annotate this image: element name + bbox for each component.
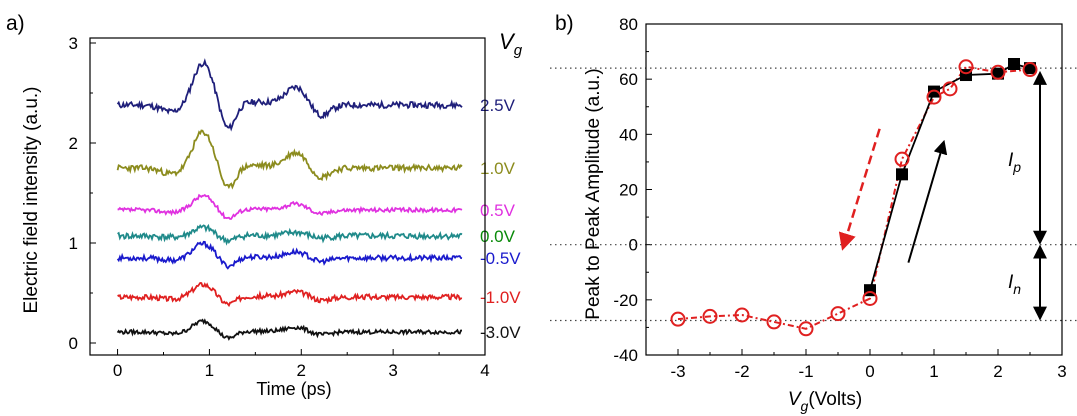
trace--3.0V	[116, 318, 462, 341]
voltage-label: 0.0V	[480, 227, 516, 246]
data-point-square	[1024, 62, 1036, 75]
data-point-square	[1008, 57, 1020, 70]
panel-b: b) Peak to Peak Amplitude (a.u.) Vg(Volt…	[550, 12, 1077, 414]
data-point-circle	[702, 308, 718, 324]
data-point-circle	[830, 306, 846, 322]
panel-b-series	[670, 57, 1038, 337]
panel-b-arrows	[838, 70, 1047, 321]
x-tick-label: 1	[205, 361, 214, 380]
increasing-curve	[869, 63, 1031, 291]
voltage-label: 2.5V	[480, 96, 516, 115]
panel-a: a) Electric field intensity (a.u.) Time …	[6, 12, 523, 399]
x-tick-label: 2	[993, 362, 1002, 381]
y-tick-label: 1	[69, 234, 78, 253]
data-point-circle	[958, 59, 974, 75]
decreasing-arrow	[838, 128, 881, 251]
voltage-label: -0.5V	[480, 249, 521, 268]
y-tick-label: 0	[69, 334, 78, 353]
panel-a-label: a)	[6, 12, 25, 35]
panel-a-frame	[89, 37, 486, 356]
data-point-circle	[670, 311, 686, 327]
data-point-square	[992, 67, 1004, 80]
data-point-circle	[990, 64, 1006, 80]
x-tick-label: -2	[734, 362, 749, 381]
trace--0.5V	[116, 240, 463, 270]
x-tick-label: 3	[1057, 362, 1066, 381]
data-point-circle	[798, 321, 814, 337]
panel-b-y-axis-label: Peak to Peak Amplitude (a.u.)	[583, 68, 604, 319]
data-point-circle	[926, 89, 942, 105]
panel-a-voltage-labels: 2.5V 1.0V 0.5V 0.0V -0.5V -1.0V -3.0V	[480, 96, 521, 342]
y-tick-label: -20	[613, 291, 638, 310]
voltage-label: 0.5V	[480, 201, 516, 220]
data-point-circle	[766, 314, 782, 330]
x-tick-label: -3	[670, 362, 685, 381]
voltage-label: -1.0V	[480, 288, 521, 307]
y-tick-label: 60	[619, 70, 638, 89]
in-annotation: In	[1008, 272, 1021, 297]
panel-a-x-axis-label: Time (ps)	[256, 379, 331, 399]
legend-title: Vg	[499, 29, 523, 59]
panel-b-ticks: -3 -2 -1 0 1 2 3 -40 -20 0 20 40 60 80	[613, 15, 1066, 381]
data-point-circle	[894, 151, 910, 167]
trace-0.5V	[117, 193, 463, 220]
increasing-arrow	[907, 139, 948, 263]
x-tick-label: 4	[480, 361, 489, 380]
data-point-circle	[862, 290, 878, 306]
panel-b-label: b)	[555, 12, 574, 35]
trace-1.0V	[116, 129, 463, 190]
panel-b-frame	[645, 23, 1063, 356]
data-point-circle	[942, 81, 958, 97]
x-tick-label: 3	[388, 361, 397, 380]
y-tick-label: 3	[69, 34, 78, 53]
y-tick-label: 20	[619, 181, 638, 200]
voltage-label: -3.0V	[480, 323, 521, 342]
data-point-circle	[1022, 62, 1038, 78]
panel-a-traces	[116, 58, 463, 341]
y-tick-label: 2	[69, 134, 78, 153]
y-tick-label: 0	[629, 236, 638, 255]
data-point-circle	[734, 307, 750, 323]
x-tick-label: -1	[798, 362, 813, 381]
trace-0.0V	[117, 223, 463, 246]
decreasing-curve	[677, 65, 1031, 330]
ip-annotation: Ip	[1008, 150, 1021, 175]
voltage-label: 1.0V	[480, 159, 516, 178]
y-tick-label: -40	[613, 346, 638, 365]
trace--1.0V	[117, 282, 463, 308]
trace-2.5V	[116, 58, 463, 132]
data-point-square	[896, 168, 908, 181]
y-tick-label: 80	[619, 15, 638, 34]
x-tick-label: 1	[929, 362, 938, 381]
panel-a-ticks: 0 1 2 3 4 0 1 2 3	[69, 34, 490, 380]
y-tick-label: 40	[619, 125, 638, 144]
x-tick-label: 0	[865, 362, 874, 381]
x-tick-label: 0	[113, 361, 122, 380]
panel-b-x-axis-label: Vg(Volts)	[788, 389, 862, 414]
x-tick-label: 2	[297, 361, 306, 380]
panel-a-y-axis-label: Electric field intensity (a.u.)	[21, 86, 42, 313]
